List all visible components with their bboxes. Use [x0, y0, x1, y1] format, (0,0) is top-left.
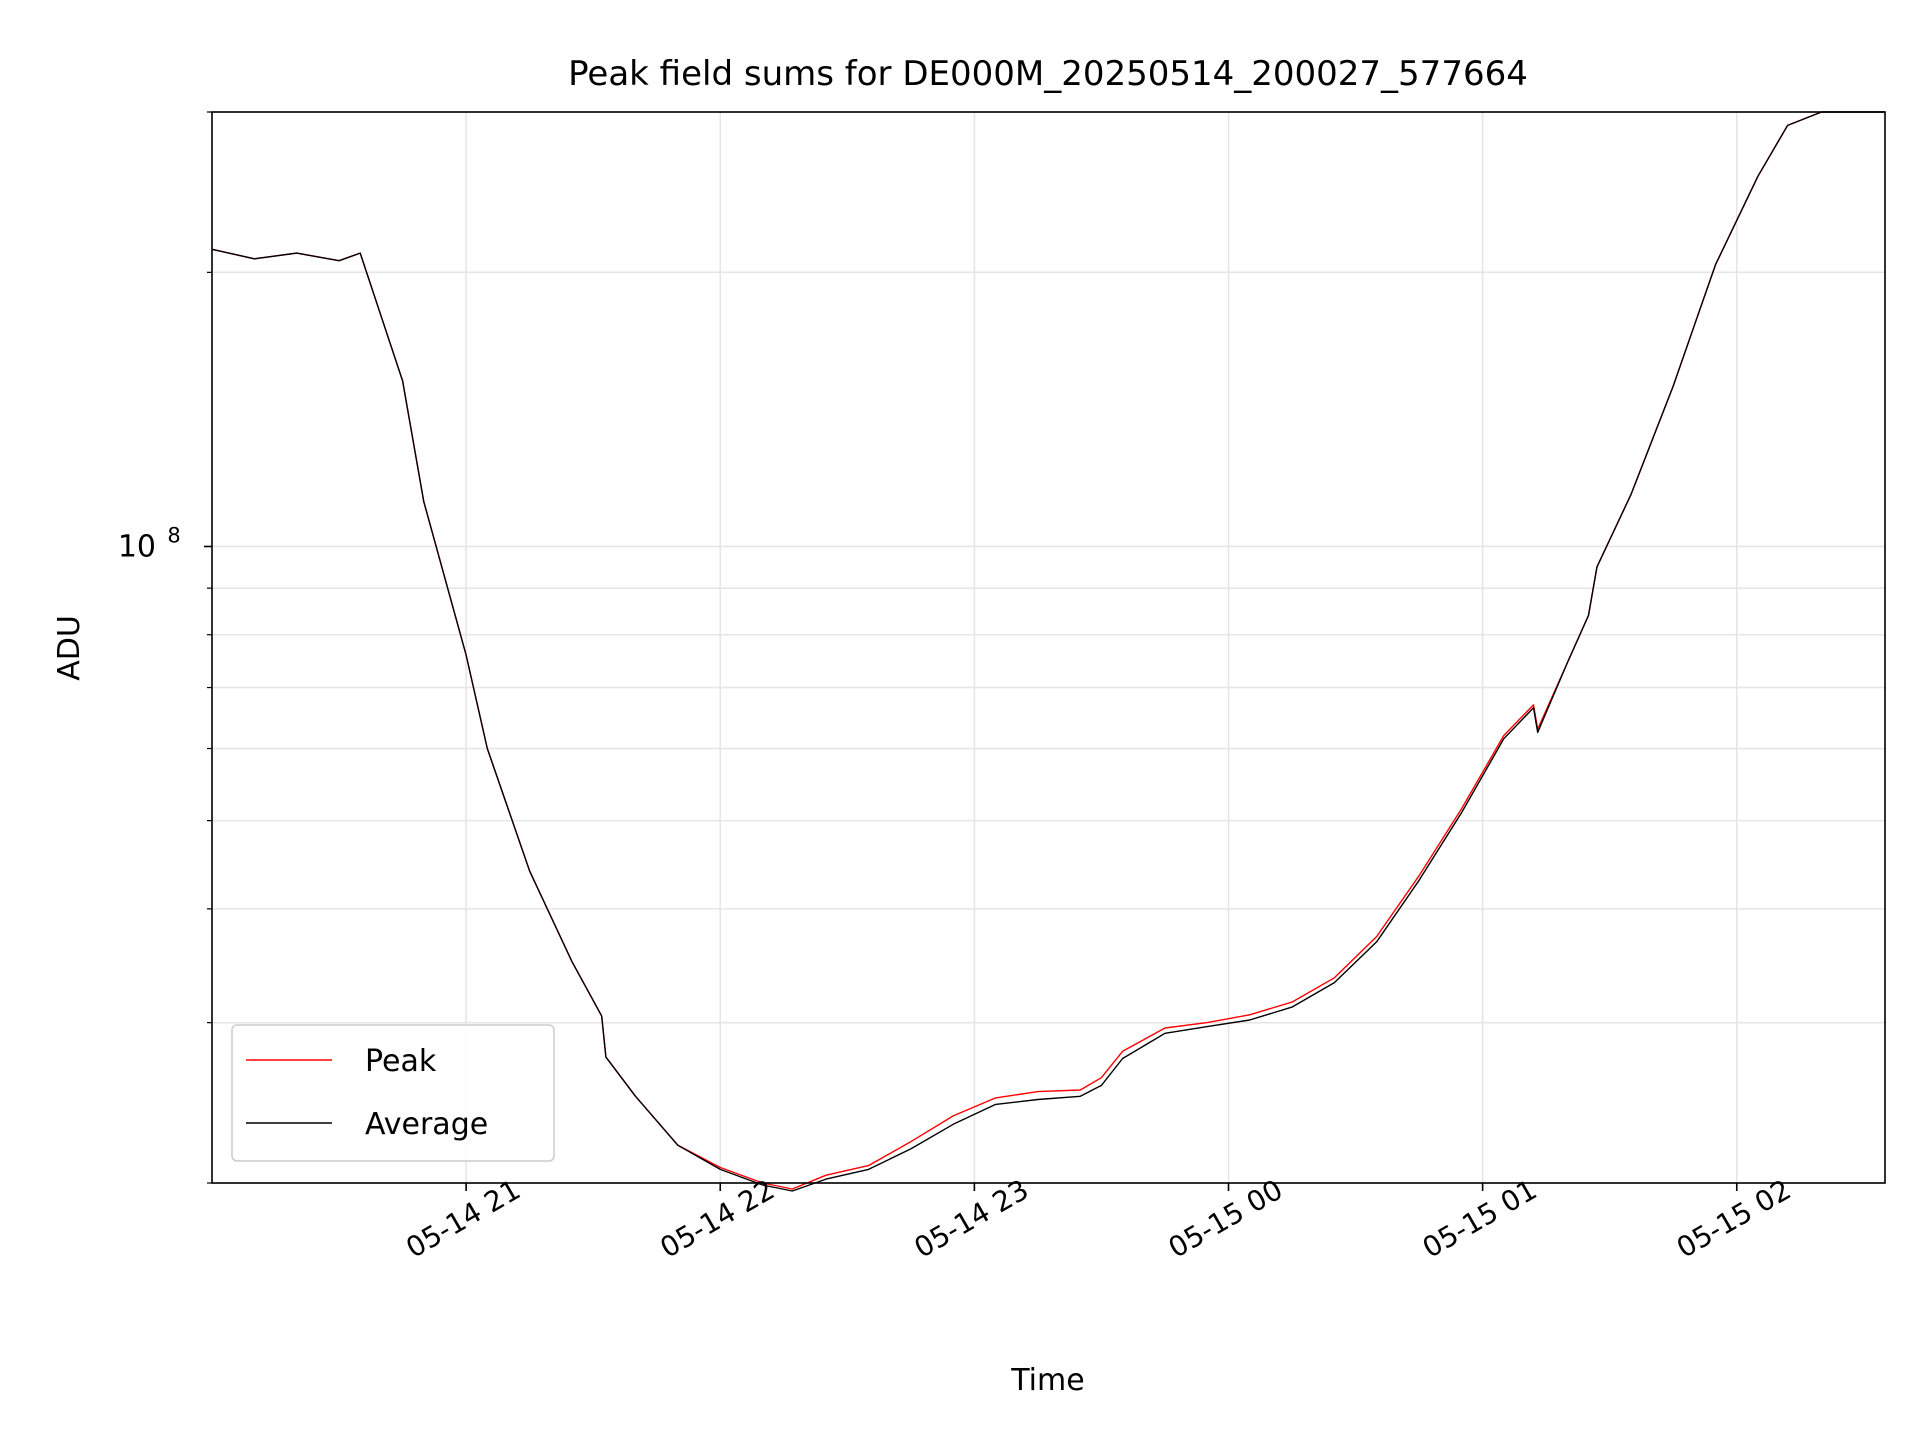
series-line-average [211, 111, 1885, 1192]
y-tick-label: 10 [118, 529, 156, 564]
plot-frame [211, 111, 1886, 1184]
series-lines [211, 111, 1885, 1192]
grid-lines [212, 111, 1885, 1184]
legend-box [231, 1024, 555, 1162]
y-tick-label-exponent: 8 [167, 523, 180, 547]
chart-title: Peak field sums for DE000M_20250514_2000… [568, 54, 1528, 94]
legend: Peak Average [231, 1024, 555, 1162]
y-axis-label: ADU [52, 615, 87, 681]
legend-label-average: Average [365, 1107, 488, 1142]
x-axis-label: Time [1010, 1363, 1084, 1398]
legend-label-peak: Peak [365, 1044, 437, 1079]
